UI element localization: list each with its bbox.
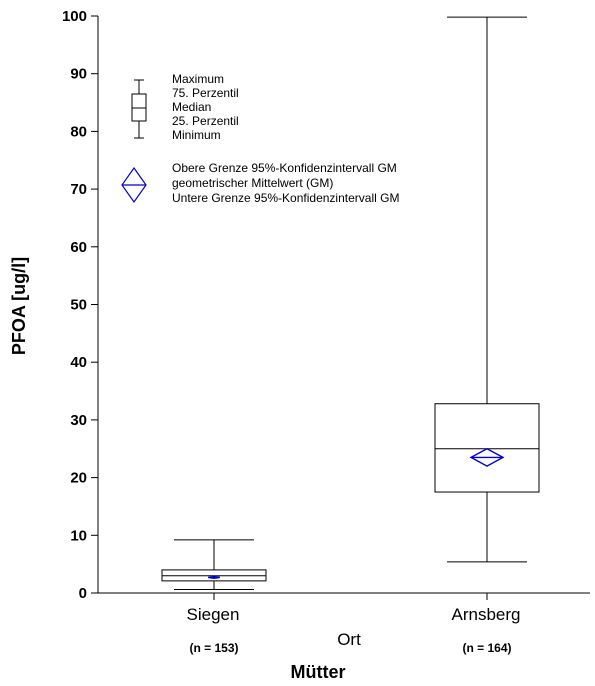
- y-tick-label: 90: [70, 66, 87, 83]
- n-label-siegen: (n = 153): [189, 641, 238, 655]
- legend-label-gm: geometrischer Mittelwert (GM): [172, 176, 333, 190]
- y-tick-label: 0: [79, 585, 87, 602]
- legend-label-gm-lower: Untere Grenze 95%-Konfidenzintervall GM: [172, 191, 399, 205]
- box-group-arnsberg: [434, 16, 540, 563]
- category-label-siegen: Siegen: [187, 605, 240, 624]
- y-tick-label: 70: [70, 181, 87, 198]
- y-tick-label: 80: [70, 123, 87, 140]
- legend-gm-symbol: [121, 166, 147, 204]
- y-tick-label: 100: [62, 8, 87, 25]
- y-tick-label: 30: [70, 412, 87, 429]
- boxes: [161, 16, 540, 591]
- box: [434, 403, 540, 493]
- x-axis-title: Ort: [337, 630, 361, 649]
- n-label-arnsberg: (n = 164): [462, 641, 511, 655]
- legend-gm-diamond: [121, 166, 147, 204]
- y-tick-label: 40: [70, 354, 87, 371]
- y-tick-label: 60: [70, 239, 87, 256]
- box-group-siegen: [161, 539, 267, 591]
- group-title: Mütter: [291, 662, 346, 682]
- y-tick-label: 10: [70, 527, 87, 544]
- legend-label-median: Median: [172, 100, 211, 114]
- y-axis-title: PFOA [ug/l]: [9, 257, 29, 355]
- axes: 0 10 20 30 40 50 60 70 80 90 100: [62, 8, 590, 602]
- legend-label-q3: 75. Perzentil: [172, 86, 239, 100]
- y-tick-label: 20: [70, 470, 87, 487]
- legend-label-maximum: Maximum: [172, 72, 224, 86]
- gm-diamond: [469, 447, 505, 467]
- legend-label-gm-upper: Obere Grenze 95%-Konfidenzintervall GM: [172, 161, 397, 175]
- legend-label-minimum: Minimum: [172, 128, 221, 142]
- y-tick-label: 50: [70, 297, 87, 314]
- legend-label-q1: 25. Perzentil: [172, 114, 239, 128]
- category-label-arnsberg: Arnsberg: [452, 605, 521, 624]
- legend-box-symbol: [131, 79, 147, 139]
- legend: Maximum 75. Perzentil Median 25. Perzent…: [121, 72, 399, 205]
